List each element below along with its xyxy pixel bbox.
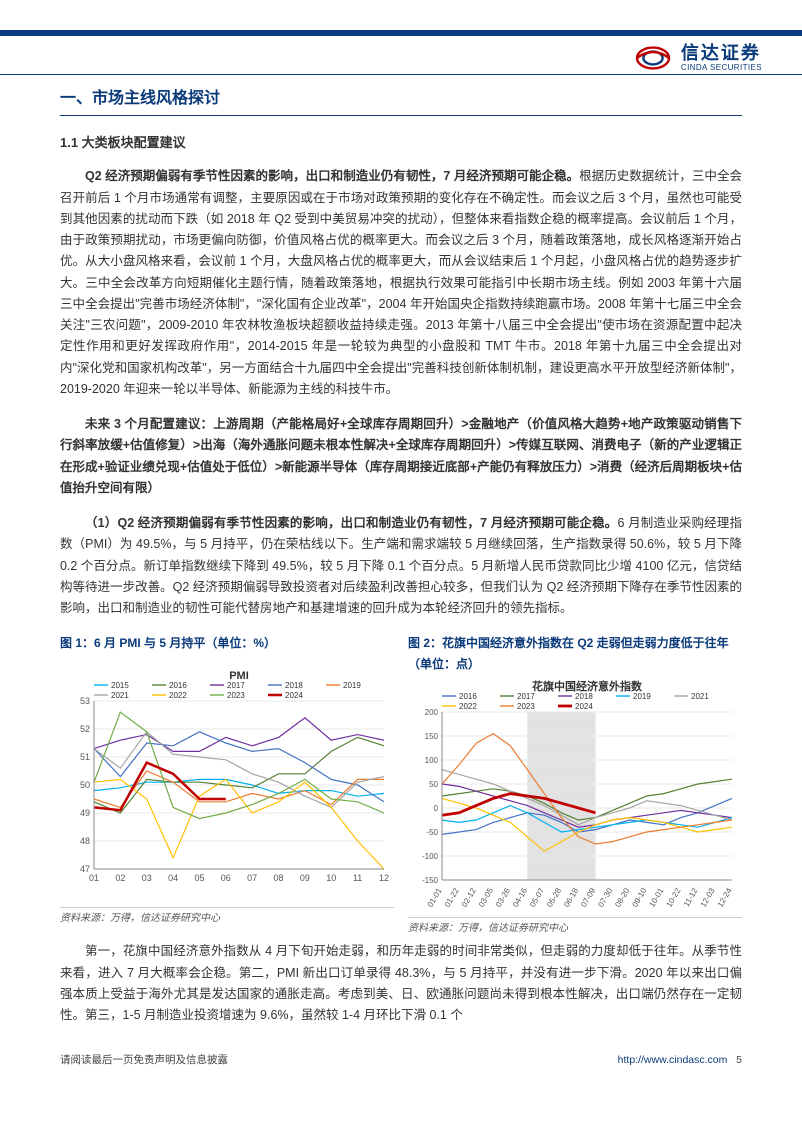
svg-text:2017: 2017 [227,681,245,690]
svg-text:53: 53 [80,696,90,706]
paragraph-1: Q2 经济预期偏弱有季节性因素的影响，出口和制造业仍有韧性，7 月经济预期可能企… [60,166,742,400]
chart1-title: 图 1：6 月 PMI 与 5 月持平（单位：%） [60,633,394,663]
svg-text:50: 50 [80,780,90,790]
logo-swirl-icon [633,42,673,74]
svg-text:48: 48 [80,836,90,846]
svg-text:07: 07 [247,873,257,883]
chart1-source: 资料来源：万得，信达证券研究中心 [60,907,394,927]
svg-text:04: 04 [168,873,178,883]
svg-text:2022: 2022 [169,691,187,700]
section-title: 一、市场主线风格探讨 [60,85,742,116]
svg-text:2022: 2022 [459,702,477,711]
p2-lead: 未来 3 个月配置建议：上游周期（产能格局好+全球库存周期回升）>金融地产（价值… [60,417,742,495]
chart2-box: -150-100-5005010015020001-0101-2202-1203… [408,678,742,915]
chart1-column: 图 1：6 月 PMI 与 5 月持平（单位：%） 47484950515253… [60,633,394,937]
p3-body: 6 月制造业采购经理指数（PMI）为 49.5%，与 5 月持平，仍在荣枯线以下… [60,516,742,615]
svg-text:2021: 2021 [111,691,129,700]
svg-text:2024: 2024 [285,691,303,700]
main-content: 一、市场主线风格探讨 1.1 大类板块配置建议 Q2 经济预期偏弱有季节性因素的… [0,85,802,1026]
svg-text:2016: 2016 [459,692,477,701]
svg-text:01: 01 [89,873,99,883]
paragraph-4: 第一，花旗中国经济意外指数从 4 月下旬开始走弱，和历年走弱的时间非常类似，但走… [60,941,742,1026]
svg-text:05: 05 [194,873,204,883]
svg-text:200: 200 [425,708,439,717]
svg-text:-100: -100 [422,852,439,861]
svg-text:2023: 2023 [517,702,535,711]
charts-row: 图 1：6 月 PMI 与 5 月持平（单位：%） 47484950515253… [60,633,742,937]
chart2-column: 图 2：花旗中国经济意外指数在 Q2 走弱但走弱力度低于往年（单位：点） -15… [408,633,742,937]
svg-text:52: 52 [80,724,90,734]
chart2-title: 图 2：花旗中国经济意外指数在 Q2 走弱但走弱力度低于往年（单位：点） [408,633,742,674]
svg-text:2016: 2016 [169,681,187,690]
svg-text:花旗中国经济意外指数: 花旗中国经济意外指数 [532,679,643,693]
svg-text:09: 09 [300,873,310,883]
company-logo: 信达证券 CINDA SECURITIES [633,42,762,74]
svg-text:2023: 2023 [227,691,245,700]
svg-text:10: 10 [326,873,336,883]
logo-text-cn: 信达证券 [681,44,762,64]
svg-text:2018: 2018 [575,692,593,701]
chart2-source: 资料来源：万得，信达证券研究中心 [408,917,742,937]
p3-lead: （1）Q2 经济预期偏弱有季节性因素的影响，出口和制造业仍有韧性，7 月经济预期… [85,516,617,530]
footer-url[interactable]: http://www.cindasc.com [618,1054,728,1066]
svg-text:2017: 2017 [517,692,535,701]
svg-text:2019: 2019 [633,692,651,701]
svg-text:49: 49 [80,808,90,818]
svg-text:2015: 2015 [111,681,129,690]
p1-lead: Q2 经济预期偏弱有季节性因素的影响，出口和制造业仍有韧性，7 月经济预期可能企… [85,169,579,183]
svg-text:02: 02 [115,873,125,883]
footer-disclaimer: 请阅读最后一页免责声明及信息披露 [60,1052,228,1070]
svg-text:0: 0 [434,804,439,813]
logo-text-en: CINDA SECURITIES [681,64,762,73]
page-footer: 请阅读最后一页免责声明及信息披露 http://www.cindasc.com … [0,1044,802,1090]
footer-page: 5 [736,1054,742,1066]
chart1-svg: 47484950515253010203040506070809101112PM… [60,667,390,897]
svg-text:2024: 2024 [575,702,593,711]
svg-text:50: 50 [429,780,438,789]
svg-text:2019: 2019 [343,681,361,690]
subsection-title: 1.1 大类板块配置建议 [60,132,742,154]
chart2-svg: -150-100-5005010015020001-0101-2202-1203… [408,678,738,908]
svg-text:06: 06 [221,873,231,883]
svg-text:150: 150 [425,732,439,741]
svg-text:100: 100 [425,756,439,765]
paragraph-2: 未来 3 个月配置建议：上游周期（产能格局好+全球库存周期回升）>金融地产（价值… [60,414,742,499]
header-row: 信达证券 CINDA SECURITIES [0,36,802,75]
svg-text:03: 03 [142,873,152,883]
paragraph-3: （1）Q2 经济预期偏弱有季节性因素的影响，出口和制造业仍有韧性，7 月经济预期… [60,513,742,619]
p1-body: 根据历史数据统计，三中全会召开前后 1 个月市场通常有调整，主要原因或在于市场对… [60,169,742,396]
svg-text:-150: -150 [422,876,439,885]
svg-text:2018: 2018 [285,681,303,690]
chart1-box: 47484950515253010203040506070809101112PM… [60,667,394,904]
svg-text:11: 11 [353,873,362,883]
svg-text:12: 12 [379,873,389,883]
svg-text:51: 51 [80,752,90,762]
svg-text:2021: 2021 [691,692,709,701]
svg-text:-50: -50 [426,828,438,837]
svg-text:08: 08 [274,873,284,883]
